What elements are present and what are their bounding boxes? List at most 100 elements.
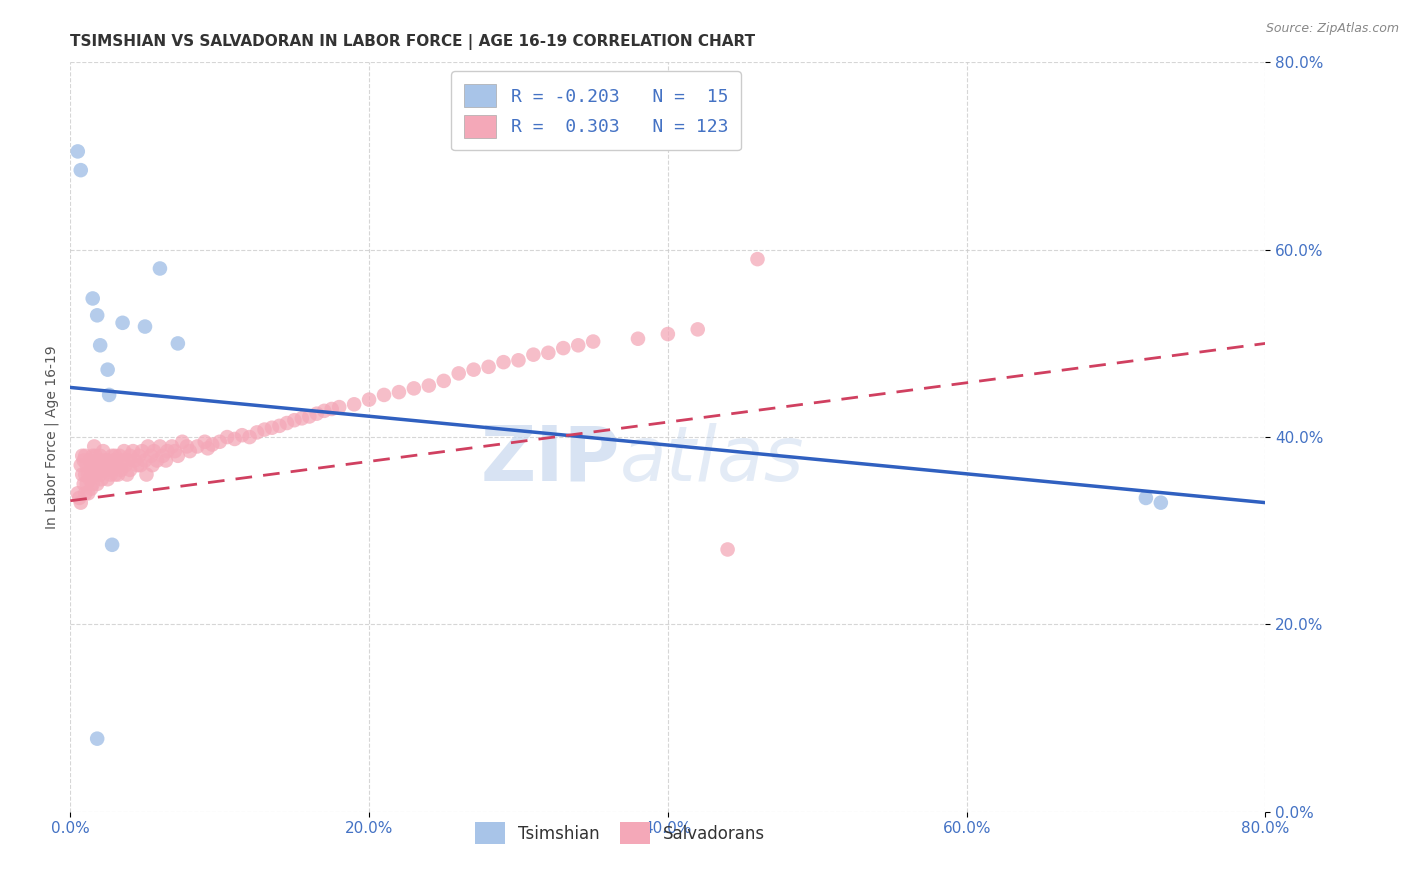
Point — [82, 476, 104, 491]
Point — [90, 472, 112, 486]
Point — [143, 444, 166, 458]
Point — [686, 322, 709, 336]
Point — [166, 449, 188, 463]
Point — [101, 463, 124, 477]
Point — [314, 404, 336, 418]
Point — [131, 444, 153, 458]
Point — [89, 338, 111, 352]
Point — [97, 472, 120, 486]
Point — [231, 428, 253, 442]
Point — [160, 440, 183, 453]
Text: TSIMSHIAN VS SALVADORAN IN LABOR FORCE | AGE 16-19 CORRELATION CHART: TSIMSHIAN VS SALVADORAN IN LABOR FORCE |… — [70, 34, 755, 50]
Point — [97, 362, 120, 376]
Legend: Tsimshian, Salvadorans: Tsimshian, Salvadorans — [467, 814, 773, 852]
Point — [90, 458, 112, 473]
Point — [163, 444, 186, 458]
Point — [418, 378, 440, 392]
Point — [84, 449, 107, 463]
Point — [69, 163, 91, 178]
Point — [260, 421, 283, 435]
Point — [283, 413, 305, 427]
Point — [141, 458, 163, 473]
Point — [152, 449, 174, 463]
Point — [239, 430, 262, 444]
Point — [537, 345, 560, 359]
Point — [186, 440, 208, 453]
Point — [122, 444, 145, 458]
Point — [79, 453, 101, 467]
Text: Source: ZipAtlas.com: Source: ZipAtlas.com — [1265, 22, 1399, 36]
Point — [156, 444, 179, 458]
Point — [276, 416, 298, 430]
Point — [373, 388, 395, 402]
Text: atlas: atlas — [620, 423, 804, 497]
Point — [110, 463, 132, 477]
Point — [69, 458, 91, 473]
Point — [246, 425, 269, 440]
Point — [194, 434, 217, 449]
Point — [66, 486, 89, 500]
Point — [124, 453, 146, 467]
Point — [66, 145, 89, 159]
Point — [217, 430, 239, 444]
Point — [433, 374, 456, 388]
Point — [388, 385, 411, 400]
Point — [291, 411, 314, 425]
Point — [120, 449, 141, 463]
Point — [582, 334, 605, 349]
Point — [82, 449, 104, 463]
Point — [84, 467, 107, 482]
Point — [305, 407, 328, 421]
Text: ZIP: ZIP — [481, 423, 620, 497]
Point — [117, 453, 139, 467]
Point — [657, 326, 679, 341]
Point — [80, 463, 103, 477]
Point — [321, 401, 343, 416]
Point — [478, 359, 501, 374]
Point — [69, 496, 91, 510]
Point — [82, 467, 104, 482]
Point — [75, 486, 97, 500]
Point — [83, 440, 105, 453]
Point — [111, 316, 134, 330]
Point — [127, 458, 149, 473]
Point — [359, 392, 381, 407]
Point — [136, 440, 159, 453]
Point — [1135, 491, 1157, 505]
Point — [155, 453, 177, 467]
Point — [197, 442, 219, 456]
Point — [105, 458, 128, 473]
Point — [176, 440, 198, 453]
Point — [77, 467, 100, 482]
Point — [100, 467, 122, 482]
Point — [73, 476, 96, 491]
Point — [82, 292, 104, 306]
Point — [87, 453, 110, 467]
Point — [553, 341, 575, 355]
Point — [134, 453, 156, 467]
Point — [86, 308, 108, 322]
Point — [146, 453, 169, 467]
Point — [224, 432, 246, 446]
Point — [77, 486, 100, 500]
Point — [343, 397, 366, 411]
Point — [70, 467, 93, 482]
Point — [107, 467, 129, 482]
Point — [108, 449, 131, 463]
Point — [139, 449, 162, 463]
Point — [75, 467, 97, 482]
Point — [73, 453, 96, 467]
Point — [253, 423, 276, 437]
Point — [115, 467, 138, 482]
Point — [80, 482, 103, 496]
Point — [101, 449, 124, 463]
Point — [179, 444, 201, 458]
Point — [86, 458, 108, 473]
Point — [269, 418, 291, 433]
Point — [104, 449, 127, 463]
Point — [128, 449, 150, 463]
Point — [717, 542, 740, 557]
Point — [86, 731, 108, 746]
Point — [747, 252, 769, 266]
Point — [70, 449, 93, 463]
